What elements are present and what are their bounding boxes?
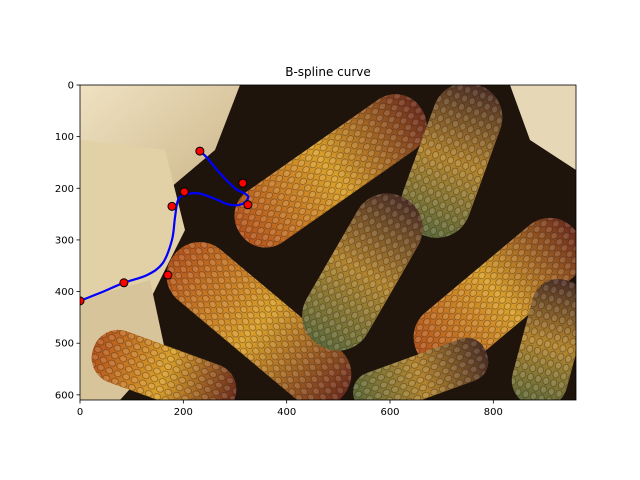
control-point bbox=[163, 270, 173, 280]
control-point bbox=[167, 201, 177, 211]
y-tick-label: 400 bbox=[55, 287, 74, 298]
control-point bbox=[238, 178, 248, 188]
x-tick-label: 600 bbox=[380, 407, 399, 418]
control-point bbox=[195, 146, 205, 156]
y-tick-label: 200 bbox=[55, 184, 74, 195]
x-tick-label: 400 bbox=[277, 407, 296, 418]
plot-marks bbox=[80, 146, 253, 306]
control-point bbox=[80, 296, 85, 306]
y-tick-label: 500 bbox=[55, 339, 74, 350]
y-tick-label: 0 bbox=[68, 81, 74, 92]
y-tick-label: 300 bbox=[55, 235, 74, 246]
y-axis: 0 100 200 300 400 500 600 bbox=[55, 81, 80, 401]
control-point bbox=[243, 200, 253, 210]
chart-title: B-spline curve bbox=[285, 65, 371, 79]
corn-background-image bbox=[80, 85, 576, 400]
x-tick-label: 800 bbox=[484, 407, 503, 418]
y-tick-label: 600 bbox=[55, 390, 74, 401]
x-axis: 0 200 400 600 800 bbox=[77, 400, 503, 418]
axes-frame bbox=[79, 84, 577, 401]
spline-curve bbox=[80, 150, 250, 302]
control-point bbox=[119, 278, 129, 288]
x-tick-label: 0 bbox=[77, 407, 83, 418]
control-point bbox=[179, 187, 189, 197]
y-tick-label: 100 bbox=[55, 132, 74, 143]
x-tick-label: 200 bbox=[174, 407, 193, 418]
